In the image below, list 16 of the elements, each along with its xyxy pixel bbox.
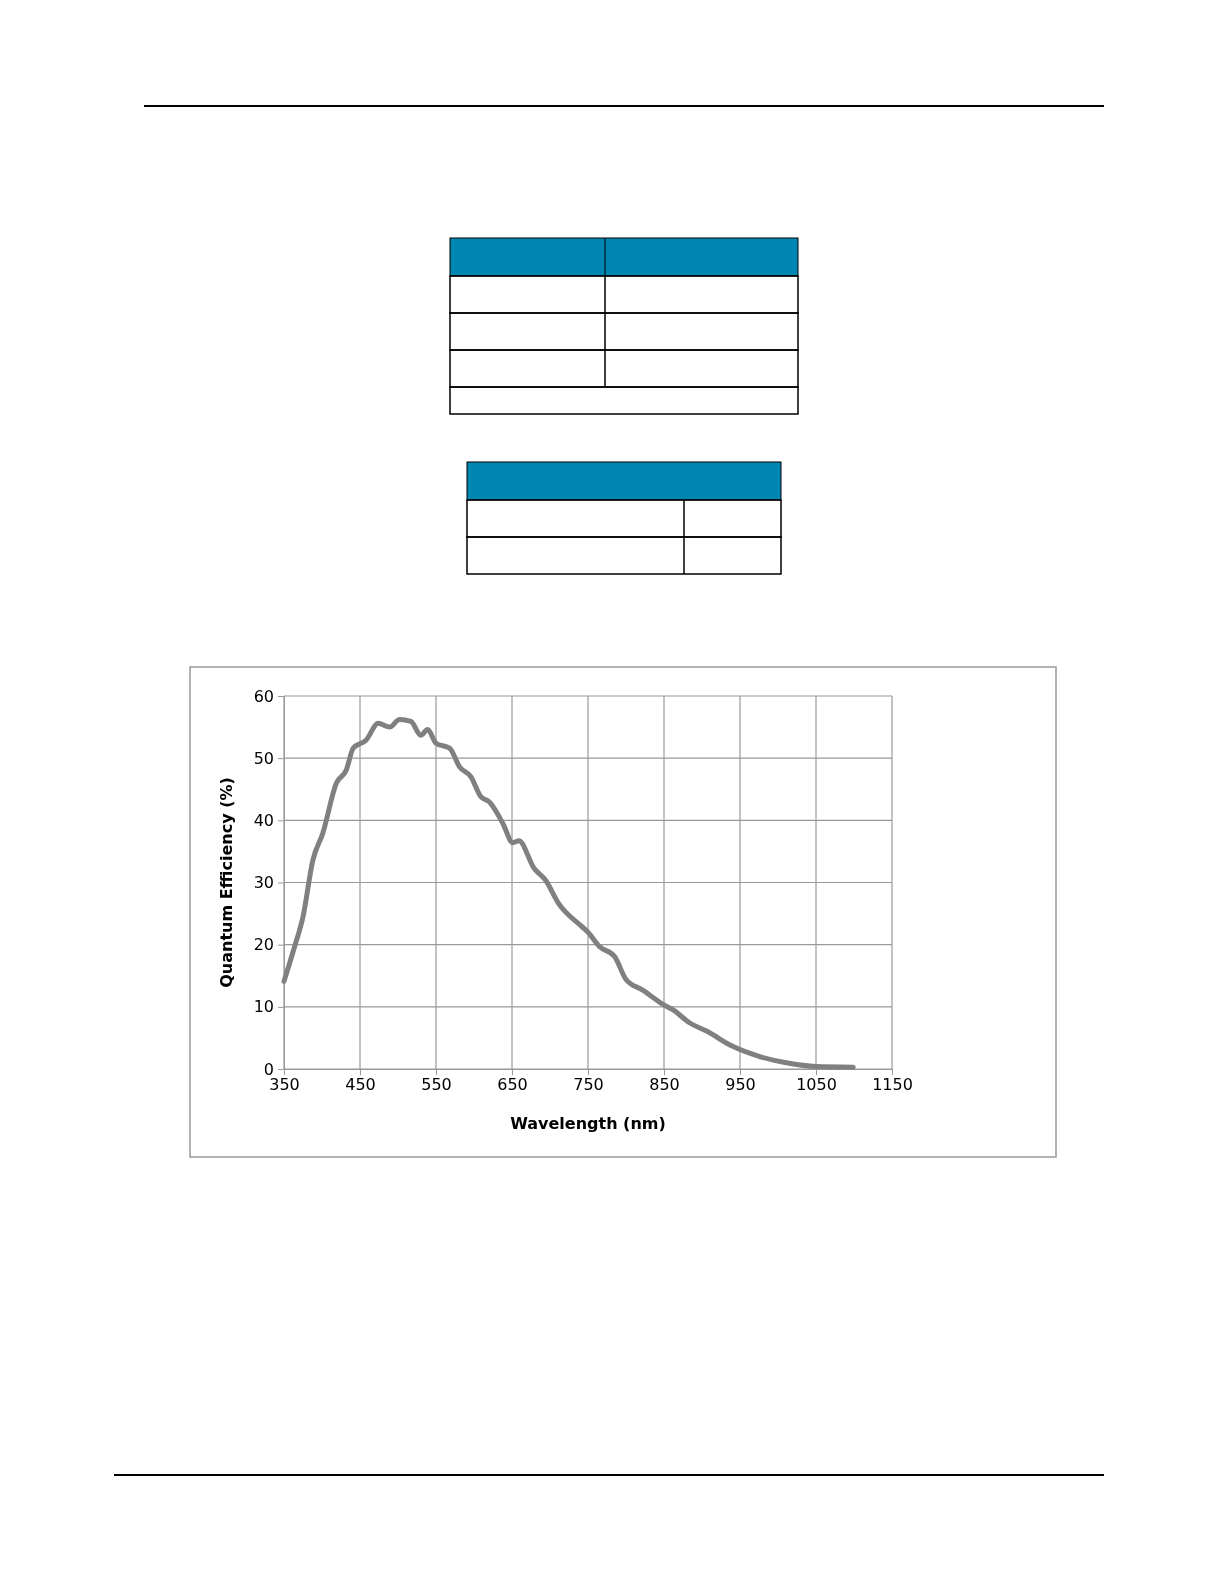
y-tick-label: 20 (253, 935, 274, 955)
x-tick-label: 850 (649, 1075, 680, 1095)
x-tick-label: 1050 (796, 1075, 837, 1095)
x-tick-label: 950 (725, 1075, 756, 1095)
x-tick-label: 650 (497, 1075, 528, 1095)
y-tick-label: 50 (253, 748, 274, 768)
y-axis-title: Quantum Efficiency (%) (217, 777, 236, 988)
x-axis-title: Wavelength (nm) (510, 1114, 666, 1133)
x-tick-label: 1150 (872, 1075, 913, 1095)
x-tick-label: 550 (421, 1075, 452, 1095)
y-tick-label: 10 (253, 997, 274, 1017)
y-tick-label: 30 (253, 873, 274, 893)
y-tick-label: 40 (253, 810, 274, 830)
x-tick-label: 750 (573, 1075, 604, 1095)
y-tick-label: 60 (253, 686, 274, 706)
x-tick-label: 450 (345, 1075, 376, 1095)
